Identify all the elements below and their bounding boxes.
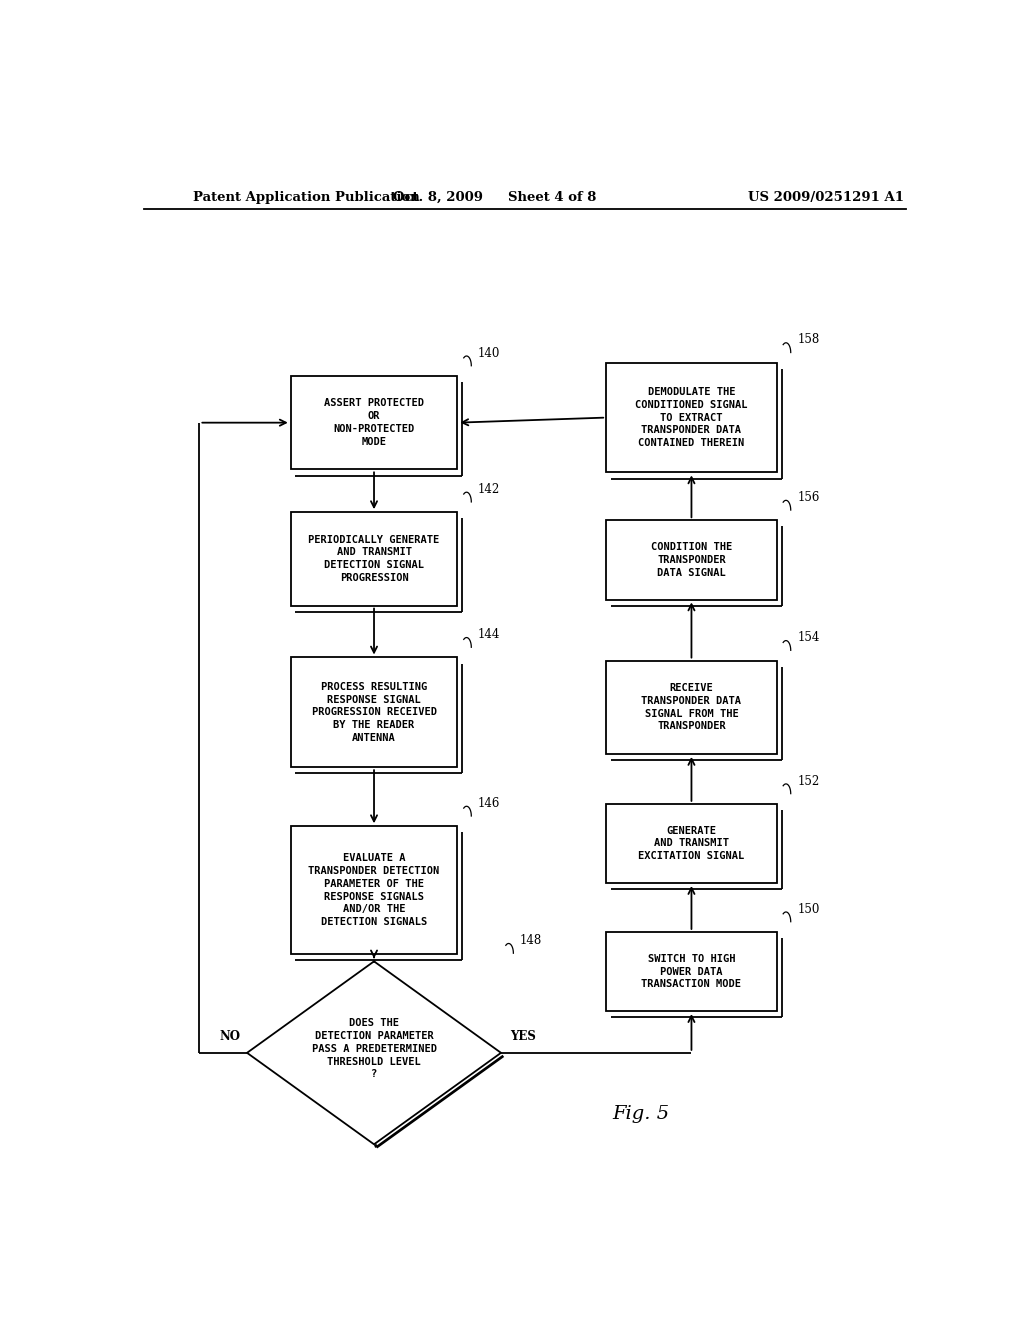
Text: SWITCH TO HIGH
POWER DATA
TRANSACTION MODE: SWITCH TO HIGH POWER DATA TRANSACTION MO…: [641, 954, 741, 989]
Text: 144: 144: [478, 628, 501, 642]
Text: US 2009/0251291 A1: US 2009/0251291 A1: [749, 190, 904, 203]
Text: NO: NO: [220, 1030, 241, 1043]
Text: GENERATE
AND TRANSMIT
EXCITATION SIGNAL: GENERATE AND TRANSMIT EXCITATION SIGNAL: [638, 825, 744, 861]
Text: Fig. 5: Fig. 5: [612, 1105, 670, 1123]
Text: EVALUATE A
TRANSPONDER DETECTION
PARAMETER OF THE
RESPONSE SIGNALS
AND/OR THE
DE: EVALUATE A TRANSPONDER DETECTION PARAMET…: [308, 853, 439, 927]
Text: YES: YES: [511, 1030, 537, 1043]
Text: PERIODICALLY GENERATE
AND TRANSMIT
DETECTION SIGNAL
PROGRESSION: PERIODICALLY GENERATE AND TRANSMIT DETEC…: [308, 535, 439, 583]
Text: 152: 152: [798, 775, 819, 788]
Bar: [291, 657, 458, 767]
Polygon shape: [247, 961, 501, 1144]
Text: ASSERT PROTECTED
OR
NON-PROTECTED
MODE: ASSERT PROTECTED OR NON-PROTECTED MODE: [324, 399, 424, 447]
Text: 150: 150: [798, 903, 820, 916]
Text: 142: 142: [478, 483, 501, 496]
Bar: [291, 512, 458, 606]
Text: RECEIVE
TRANSPONDER DATA
SIGNAL FROM THE
TRANSPONDER: RECEIVE TRANSPONDER DATA SIGNAL FROM THE…: [641, 682, 741, 731]
Text: Oct. 8, 2009: Oct. 8, 2009: [392, 190, 482, 203]
Text: 148: 148: [520, 935, 543, 948]
Text: DEMODULATE THE
CONDITIONED SIGNAL
TO EXTRACT
TRANSPONDER DATA
CONTAINED THEREIN: DEMODULATE THE CONDITIONED SIGNAL TO EXT…: [635, 387, 748, 449]
Text: 146: 146: [478, 797, 501, 810]
Bar: [291, 376, 458, 470]
Bar: [606, 520, 777, 599]
Bar: [291, 826, 458, 954]
Text: 158: 158: [798, 334, 819, 346]
Bar: [606, 932, 777, 1011]
Text: Sheet 4 of 8: Sheet 4 of 8: [508, 190, 597, 203]
Bar: [606, 804, 777, 883]
Text: PROCESS RESULTING
RESPONSE SIGNAL
PROGRESSION RECEIVED
BY THE READER
ANTENNA: PROCESS RESULTING RESPONSE SIGNAL PROGRE…: [311, 681, 436, 743]
Bar: [606, 660, 777, 754]
Text: Patent Application Publication: Patent Application Publication: [194, 190, 420, 203]
Text: DOES THE
DETECTION PARAMETER
PASS A PREDETERMINED
THRESHOLD LEVEL
?: DOES THE DETECTION PARAMETER PASS A PRED…: [311, 1018, 436, 1080]
Text: 154: 154: [798, 631, 820, 644]
Text: CONDITION THE
TRANSPONDER
DATA SIGNAL: CONDITION THE TRANSPONDER DATA SIGNAL: [651, 543, 732, 578]
Text: 156: 156: [798, 491, 820, 504]
Bar: [606, 363, 777, 473]
Text: 140: 140: [478, 347, 501, 359]
